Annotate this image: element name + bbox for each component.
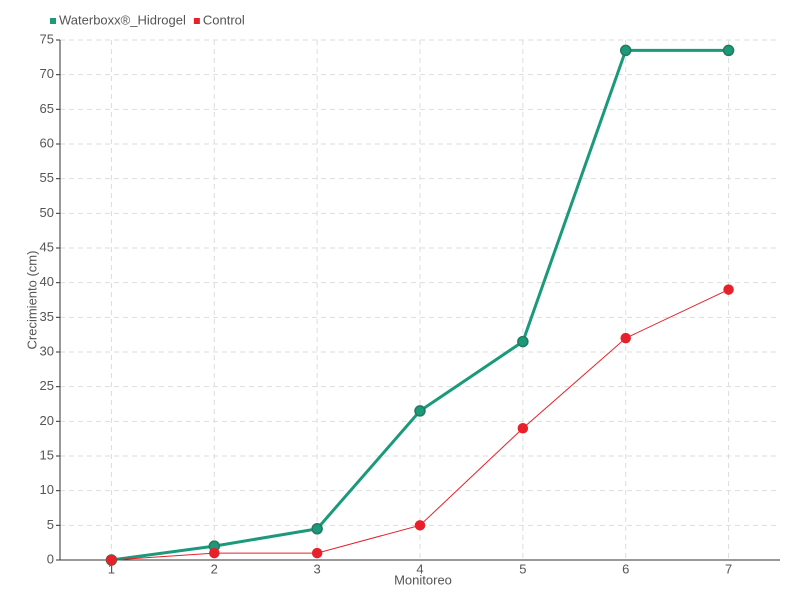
data-point <box>209 547 220 559</box>
data-point <box>722 44 735 57</box>
data-point <box>414 520 426 531</box>
y-tick-label: 0 <box>47 551 54 566</box>
data-point <box>311 547 323 559</box>
x-tick-label: 2 <box>211 561 218 576</box>
x-axis-label: Monitoreo <box>394 572 452 587</box>
legend-swatch <box>50 18 56 24</box>
x-tick-label: 7 <box>725 561 732 576</box>
x-tick-label: 1 <box>108 561 115 576</box>
data-point <box>517 423 529 434</box>
y-tick-label: 30 <box>40 343 54 358</box>
y-tick-label: 60 <box>40 135 54 150</box>
data-point <box>517 335 529 348</box>
y-tick-label: 15 <box>40 447 54 462</box>
y-tick-label: 5 <box>47 517 54 532</box>
data-point <box>620 332 631 344</box>
y-tick-label: 75 <box>40 31 54 46</box>
y-tick-label: 10 <box>40 482 54 497</box>
legend-label: Waterboxx®_Hidrogel <box>59 12 186 27</box>
data-point <box>414 405 426 417</box>
data-point <box>619 44 632 57</box>
data-point <box>723 284 734 295</box>
x-tick-label: 5 <box>519 561 526 576</box>
x-tick-label: 6 <box>622 561 629 576</box>
y-tick-label: 40 <box>40 274 54 289</box>
legend-label: Control <box>203 12 245 27</box>
y-tick-label: 70 <box>40 66 54 81</box>
y-tick-label: 20 <box>40 413 54 428</box>
data-point <box>106 554 117 566</box>
y-axis-label: Crecimiento (cm) <box>24 251 39 350</box>
y-tick-label: 45 <box>40 239 54 254</box>
x-tick-label: 3 <box>314 561 321 576</box>
data-point <box>311 523 323 535</box>
legend-swatch <box>193 18 200 24</box>
y-tick-label: 65 <box>40 101 54 116</box>
y-tick-label: 50 <box>40 205 54 220</box>
y-tick-label: 25 <box>40 378 54 393</box>
y-tick-label: 35 <box>40 309 54 324</box>
x-tick-label: 4 <box>416 561 423 576</box>
y-tick-label: 55 <box>40 170 54 185</box>
